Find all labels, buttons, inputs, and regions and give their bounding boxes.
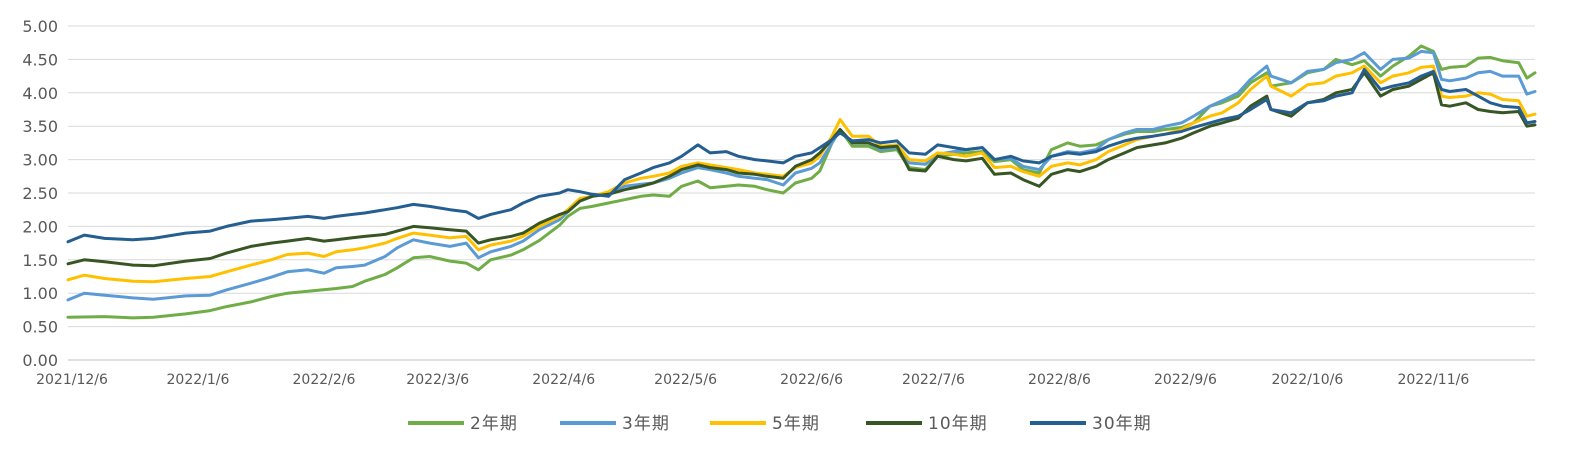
y-tick-label: 0.00	[22, 351, 58, 370]
x-tick-label: 2022/10/6	[1271, 372, 1343, 388]
x-tick-label: 2021/12/6	[36, 372, 108, 388]
x-tick-label: 2022/4/6	[532, 372, 595, 388]
x-tick-label: 2022/1/6	[167, 372, 230, 388]
legend-label: 10年期	[928, 414, 988, 434]
legend-label: 30年期	[1092, 414, 1152, 434]
x-tick-label: 2022/8/6	[1028, 372, 1091, 388]
legend-item: 30年期	[1030, 414, 1152, 434]
y-tick-label: 3.50	[22, 117, 58, 136]
legend-label: 3年期	[622, 414, 670, 434]
legend-label: 5年期	[772, 414, 820, 434]
series-line-1	[66, 44, 1537, 320]
x-tick-label: 2022/11/6	[1397, 372, 1469, 388]
legend: 2年期 3年期 5年期 10年期 30年期	[408, 414, 1152, 434]
y-tick-label: 5.00	[22, 17, 58, 36]
legend-item: 3年期	[560, 414, 670, 434]
legend-item: 10年期	[866, 414, 988, 434]
x-axis: 2021/12/6 2022/1/6 2022/2/6 2022/3/6 2022/4/…	[36, 359, 1535, 388]
y-tick-label: 1.50	[22, 251, 58, 270]
series-line-3	[66, 64, 1537, 284]
y-axis: 0.00 0.50 1.00 1.50 2.00 2.50 3.00 3.50 4.00 4.50…	[22, 17, 58, 370]
y-tick-label: 2.00	[22, 217, 58, 236]
series-line-2	[66, 49, 1537, 302]
series-lines	[66, 44, 1537, 320]
gridlines	[68, 25, 1535, 328]
x-tick-label: 2022/9/6	[1154, 372, 1217, 388]
series-line-5	[66, 67, 1537, 244]
x-tick-label: 2022/6/6	[780, 372, 843, 388]
legend-item: 2年期	[408, 414, 518, 434]
x-tick-label: 2022/3/6	[406, 372, 469, 388]
y-tick-label: 1.00	[22, 284, 58, 303]
y-tick-label: 4.50	[22, 50, 58, 69]
series-line-4	[66, 71, 1537, 268]
x-tick-label: 2022/2/6	[293, 372, 356, 388]
y-tick-label: 0.50	[22, 318, 58, 337]
x-tick-label: 2022/7/6	[902, 372, 965, 388]
y-tick-label: 3.00	[22, 151, 58, 170]
legend-label: 2年期	[470, 414, 518, 434]
x-tick-label: 2022/5/6	[654, 372, 717, 388]
legend-item: 5年期	[710, 414, 820, 434]
y-tick-label: 4.00	[22, 84, 58, 103]
y-tick-label: 2.50	[22, 184, 58, 203]
